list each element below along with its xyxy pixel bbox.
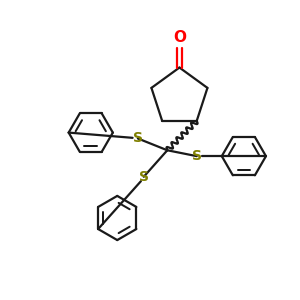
Text: S: S [133,131,143,146]
Text: S: S [192,149,202,163]
Text: O: O [173,30,186,45]
Text: S: S [139,170,149,184]
